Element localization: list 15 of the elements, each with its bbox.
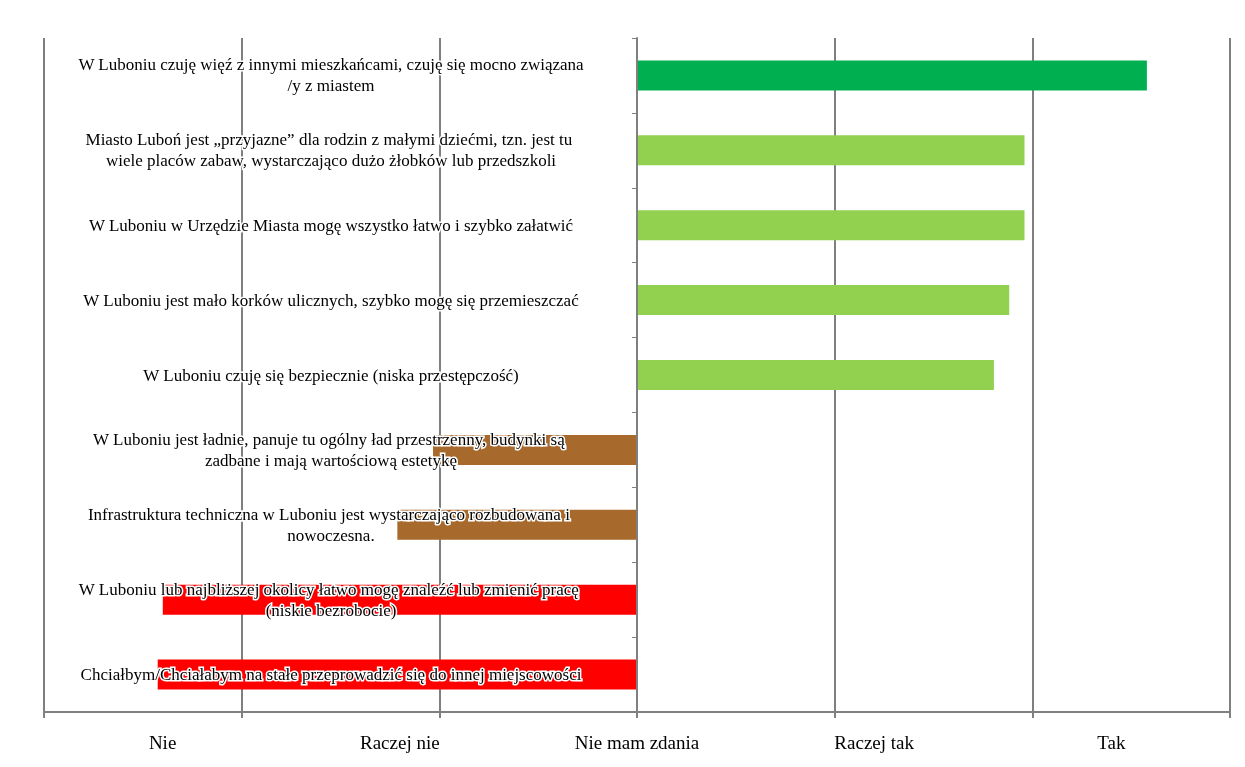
text: Raczej nie [359,731,440,753]
bar [637,360,994,390]
bar [637,210,1025,241]
text: Nie [148,731,177,753]
bar [637,135,1025,166]
y-tick-label: W Luboniu w Urzędzie Miasta mogę wszystko łatwo i szybko załatwić [88,215,574,235]
y-tick-label: W Luboniu jest mało korków ulicznych, szybko mogę się przemieszczać [83,290,580,310]
text: Tak [1097,731,1126,753]
y-tick-label: W Luboniu czuję więź z innymi mieszkańcami, czuję się mocno związana/y z miastem [78,55,585,96]
y-tick-label: W Luboniu czuję się bezpiecznie (niska przestępczość) [143,365,519,385]
bar [637,285,1010,316]
bar [637,60,1147,91]
text: Nie mam zdania [574,731,700,753]
y-tick-label: Miasto Luboń jest „przyjazne” dla rodzin z małymi dziećmi, tzn. jest tu wiele placów zabaw, wystarczająco dużo żłobków lub przedszkoli [85,130,577,171]
text: Raczej tak [834,731,915,753]
